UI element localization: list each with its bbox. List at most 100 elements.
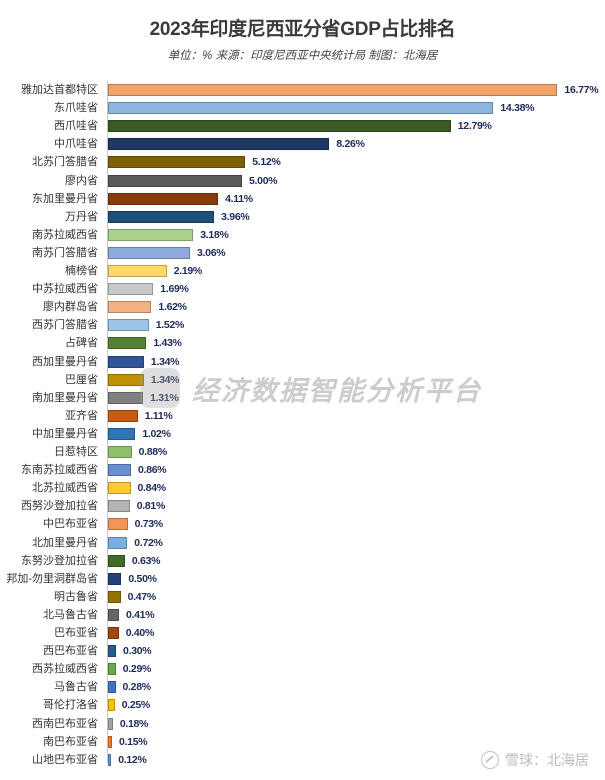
value-label: 0.86% <box>138 464 167 477</box>
category-label: 明古鲁省 <box>54 590 98 603</box>
value-label: 0.30% <box>123 645 152 658</box>
bar-row: 东加里曼丹省 4.11% <box>0 190 605 208</box>
bar-row: 西爪哇省 12.79% <box>0 117 605 135</box>
category-label: 北苏拉威西省 <box>32 482 98 495</box>
category-label: 东加里曼丹省 <box>32 192 98 205</box>
bar <box>108 554 125 567</box>
value-label: 5.12% <box>252 156 281 169</box>
value-label: 1.52% <box>155 319 185 332</box>
bar <box>108 645 117 658</box>
footer-credit: 雪球：北海居 <box>481 750 589 770</box>
bar-row: 楠榜省 2.19% <box>0 262 605 280</box>
bar <box>108 536 128 549</box>
bar <box>108 210 215 223</box>
bar-row: 东爪哇省 14.38% <box>0 99 605 117</box>
bar-row: 山地巴布亚省 0.12% <box>0 751 605 769</box>
bar <box>108 84 558 96</box>
bar <box>108 699 115 712</box>
bar <box>108 355 144 368</box>
bar-row: 南巴布亚省 0.15% <box>0 733 605 751</box>
value-label: 1.34% <box>150 355 180 368</box>
category-label: 雅加达首都特区 <box>21 84 98 96</box>
value-label: 0.40% <box>125 627 155 639</box>
bar <box>108 319 149 332</box>
category-label: 巴厘省 <box>65 373 98 386</box>
category-label: 巴布亚省 <box>54 627 98 639</box>
bar-row: 北苏拉威西省 0.84% <box>0 479 605 497</box>
bar <box>108 373 144 386</box>
bar <box>108 102 494 115</box>
category-label: 北苏门答腊省 <box>32 156 98 169</box>
value-label: 14.38% <box>500 102 535 115</box>
category-label: 东爪哇省 <box>54 102 98 115</box>
value-label: 12.79% <box>457 120 492 133</box>
bar-row: 西加里曼丹省 1.34% <box>0 353 605 371</box>
bar <box>108 120 451 133</box>
value-label: 8.26% <box>336 138 365 151</box>
bar <box>108 337 147 350</box>
category-label: 日惹特区 <box>54 446 98 458</box>
bar-row: 日惹特区 0.88% <box>0 443 605 461</box>
category-label: 邦加-勿里洞群岛省 <box>6 572 98 585</box>
bar <box>108 482 131 495</box>
value-label: 0.50% <box>128 572 157 585</box>
value-label: 0.84% <box>137 482 167 495</box>
category-label: 东努沙登加拉省 <box>21 554 98 567</box>
bar <box>108 681 116 694</box>
bar-row: 廖内群岛省 1.62% <box>0 298 605 316</box>
category-label: 廖内省 <box>65 174 98 187</box>
bar <box>108 427 136 440</box>
category-label: 廖内群岛省 <box>43 301 98 314</box>
value-label: 0.15% <box>119 735 148 748</box>
category-label: 中爪哇省 <box>54 138 98 151</box>
y-axis-line <box>107 81 108 763</box>
bar-row: 中苏拉威西省 1.69% <box>0 280 605 298</box>
bar <box>108 409 138 422</box>
category-label: 万丹省 <box>65 210 98 223</box>
bar-row: 廖内省 5.00% <box>0 172 605 190</box>
chart-subtitle: 单位：% 来源：印度尼西亚中央统计局 制图：北海居 <box>167 50 438 62</box>
bar <box>108 627 119 639</box>
category-label: 西巴布亚省 <box>43 645 98 658</box>
value-label: 0.72% <box>134 536 163 549</box>
bar-row: 中巴布亚省 0.73% <box>0 515 605 533</box>
value-label: 0.25% <box>121 699 151 712</box>
bar <box>108 138 330 151</box>
category-label: 南苏拉威西省 <box>32 228 98 241</box>
category-label: 西苏拉威西省 <box>32 663 98 676</box>
bar <box>108 590 121 603</box>
bar-row: 亚齐省 1.11% <box>0 407 605 425</box>
value-label: 0.63% <box>131 554 161 567</box>
category-label: 山地巴布亚省 <box>32 753 98 766</box>
category-label: 中苏拉威西省 <box>32 283 98 296</box>
value-label: 1.31% <box>150 391 179 404</box>
bar-row: 西苏门答腊省 1.52% <box>0 316 605 334</box>
bar <box>108 663 116 676</box>
category-label: 西爪哇省 <box>54 120 98 133</box>
chart-title: 2023年印度尼西亚分省GDP占比排名 <box>149 19 456 40</box>
bar <box>108 608 119 621</box>
value-label: 1.62% <box>158 301 187 314</box>
bar <box>108 174 242 187</box>
bar-row: 东努沙登加拉省 0.63% <box>0 552 605 570</box>
category-label: 北加里曼丹省 <box>32 536 98 549</box>
value-label: 1.69% <box>160 283 189 296</box>
bar-row: 南苏拉威西省 3.18% <box>0 226 605 244</box>
value-label: 3.06% <box>197 246 226 259</box>
bar <box>108 464 132 477</box>
bar <box>108 156 246 169</box>
bar <box>108 265 167 277</box>
bar-row: 中加里曼丹省 1.02% <box>0 425 605 443</box>
bar-row: 占碑省 1.43% <box>0 334 605 352</box>
value-label: 4.11% <box>225 192 253 205</box>
value-label: 0.12% <box>118 753 147 766</box>
bar <box>108 500 130 513</box>
footer-text: 雪球：北海居 <box>505 752 589 768</box>
category-label: 西努沙登加拉省 <box>21 500 98 513</box>
category-label: 中巴布亚省 <box>43 518 98 531</box>
value-label: 2.19% <box>173 265 203 277</box>
bar-row: 万丹省 3.96% <box>0 208 605 226</box>
category-label: 北马鲁古省 <box>43 608 98 621</box>
bar <box>108 246 190 259</box>
category-label: 东南苏拉威西省 <box>21 464 98 477</box>
